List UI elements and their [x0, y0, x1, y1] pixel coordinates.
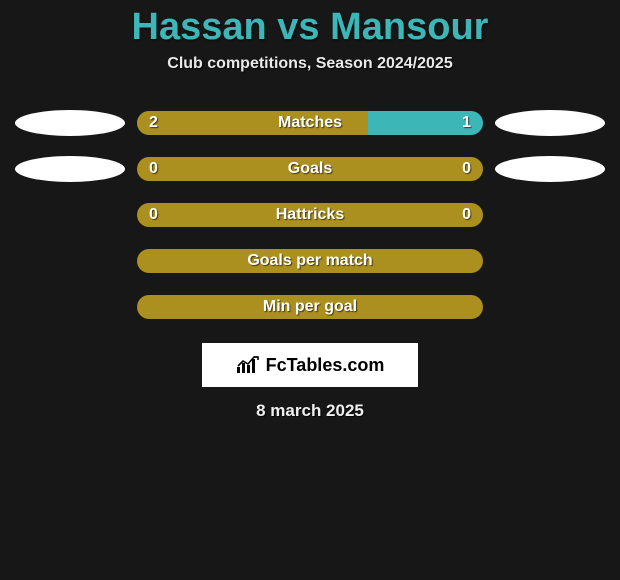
player-left-marker — [15, 110, 125, 136]
stat-bar: Goals per match — [137, 249, 483, 273]
stat-right-value: 0 — [462, 206, 471, 224]
stat-row-goals: 0 Goals 0 — [0, 157, 620, 181]
stat-bar: Min per goal — [137, 295, 483, 319]
stat-label: Hattricks — [137, 206, 483, 224]
brand-badge: FcTables.com — [202, 343, 418, 387]
stat-row-matches: 2 Matches 1 — [0, 111, 620, 135]
brand-text: FcTables.com — [266, 355, 385, 376]
stat-bar: 0 Hattricks 0 — [137, 203, 483, 227]
stat-row-min-per-goal: Min per goal — [0, 295, 620, 319]
player-right-marker — [495, 110, 605, 136]
player-left-marker — [15, 156, 125, 182]
date-label: 8 march 2025 — [0, 401, 620, 421]
stats-card: Hassan vs Mansour Club competitions, Sea… — [0, 0, 620, 421]
stat-label: Goals — [137, 160, 483, 178]
stat-right-value: 0 — [462, 160, 471, 178]
player-right-marker — [495, 156, 605, 182]
stat-label: Goals per match — [137, 252, 483, 270]
page-title: Hassan vs Mansour — [0, 6, 620, 49]
subtitle: Club competitions, Season 2024/2025 — [0, 55, 620, 73]
stat-row-hattricks: 0 Hattricks 0 — [0, 203, 620, 227]
stat-bar: 2 Matches 1 — [137, 111, 483, 135]
stat-right-value: 1 — [462, 114, 471, 132]
stat-row-goals-per-match: Goals per match — [0, 249, 620, 273]
stat-bar: 0 Goals 0 — [137, 157, 483, 181]
stat-label: Min per goal — [137, 298, 483, 316]
chart-icon — [236, 355, 260, 375]
stat-label: Matches — [137, 114, 483, 132]
